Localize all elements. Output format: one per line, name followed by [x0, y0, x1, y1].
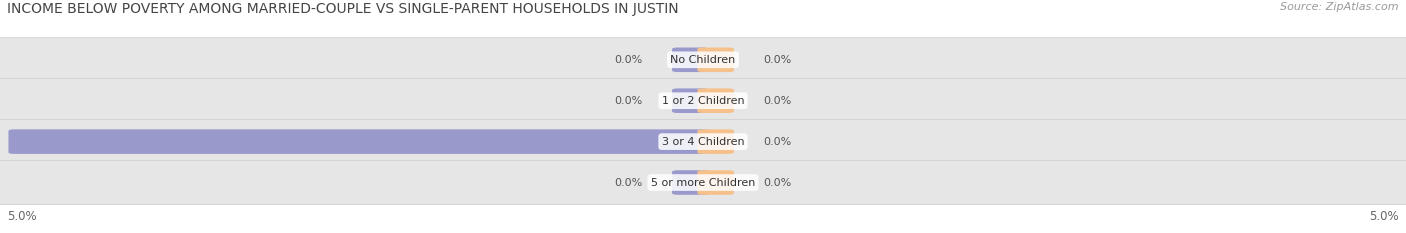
FancyBboxPatch shape	[697, 170, 734, 195]
FancyBboxPatch shape	[697, 129, 734, 154]
Text: 1 or 2 Children: 1 or 2 Children	[662, 96, 744, 106]
Text: No Children: No Children	[671, 55, 735, 65]
Text: 0.0%: 0.0%	[614, 178, 643, 188]
Text: 5 or more Children: 5 or more Children	[651, 178, 755, 188]
FancyBboxPatch shape	[697, 89, 734, 113]
FancyBboxPatch shape	[0, 161, 1406, 205]
Text: 0.0%: 0.0%	[763, 137, 792, 147]
Text: 0.0%: 0.0%	[763, 178, 792, 188]
Text: Source: ZipAtlas.com: Source: ZipAtlas.com	[1281, 2, 1399, 12]
Text: 0.0%: 0.0%	[763, 96, 792, 106]
FancyBboxPatch shape	[672, 89, 709, 113]
Text: INCOME BELOW POVERTY AMONG MARRIED-COUPLE VS SINGLE-PARENT HOUSEHOLDS IN JUSTIN: INCOME BELOW POVERTY AMONG MARRIED-COUPL…	[7, 2, 679, 16]
Text: 5.0%: 5.0%	[7, 210, 37, 223]
FancyBboxPatch shape	[672, 48, 709, 72]
Text: 0.0%: 0.0%	[763, 55, 792, 65]
Text: 3 or 4 Children: 3 or 4 Children	[662, 137, 744, 147]
FancyBboxPatch shape	[0, 120, 1406, 164]
FancyBboxPatch shape	[0, 38, 1406, 82]
Text: 0.0%: 0.0%	[614, 55, 643, 65]
FancyBboxPatch shape	[697, 48, 734, 72]
FancyBboxPatch shape	[0, 79, 1406, 123]
Text: 0.0%: 0.0%	[614, 96, 643, 106]
Text: 5.0%: 5.0%	[1369, 210, 1399, 223]
FancyBboxPatch shape	[8, 129, 709, 154]
FancyBboxPatch shape	[672, 170, 709, 195]
